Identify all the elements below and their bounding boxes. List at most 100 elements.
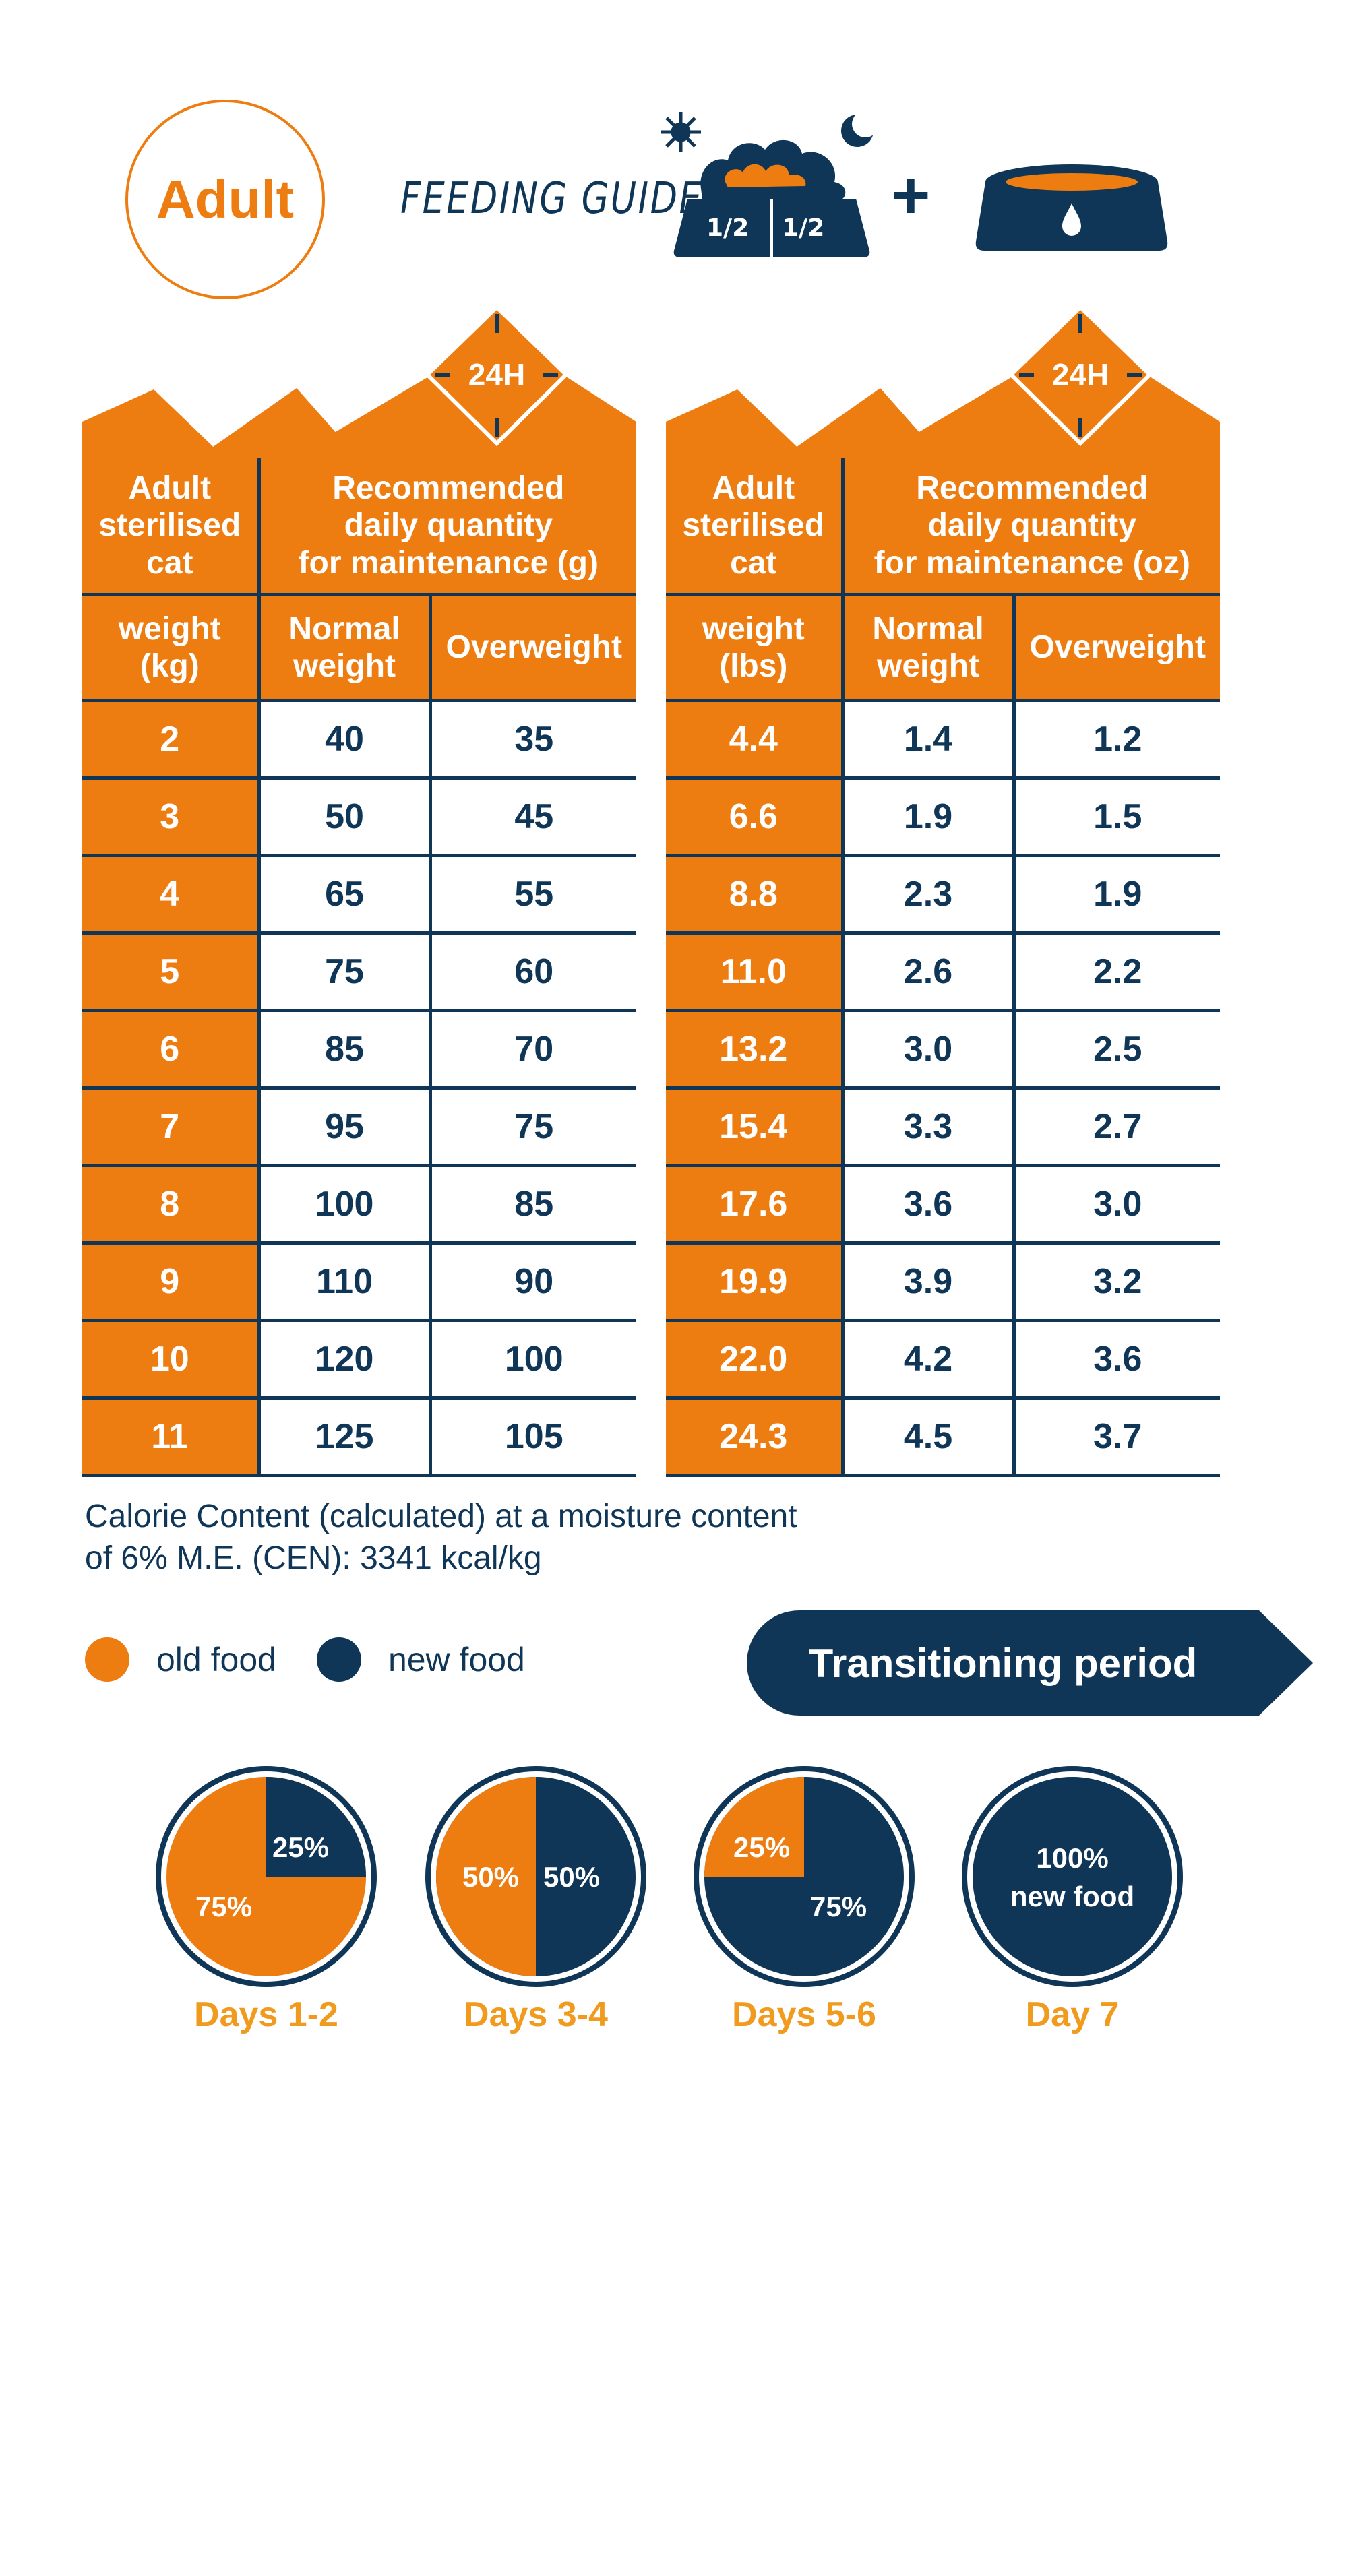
table-row: 6 85 70	[82, 1010, 637, 1090]
old-food-percent: 50%	[462, 1861, 520, 1893]
old-food-slice	[704, 1777, 804, 1877]
subheader-overweight: Overweight	[1012, 594, 1221, 702]
overweight-cell: 85	[428, 1165, 637, 1245]
normal-weight-cell: 95	[257, 1088, 430, 1167]
weight-cell: 3	[82, 778, 259, 857]
transition-pie	[156, 1766, 377, 1987]
old-food-dot	[85, 1637, 129, 1682]
subheader-overweight: Overweight	[428, 594, 637, 702]
transition-banner	[747, 1610, 1313, 1716]
overweight-cell: 3.6	[1012, 1320, 1221, 1400]
overweight-cell: 60	[428, 933, 637, 1012]
overweight-cell: 3.7	[1012, 1397, 1221, 1477]
weight-cell: 4	[82, 855, 259, 935]
new-food-slice	[973, 1777, 1172, 1976]
header-quantity-label: Recommended daily quantity for maintenan…	[257, 458, 637, 596]
table-row: 8.8 2.3 1.9	[666, 855, 1221, 935]
normal-weight-cell: 1.4	[840, 700, 1014, 780]
weight-cell: 10	[82, 1320, 259, 1400]
overweight-cell: 90	[428, 1243, 637, 1322]
subheader-weight: weight (kg)	[82, 594, 259, 702]
new-food-percent: 75%	[810, 1891, 867, 1922]
normal-weight-cell: 3.6	[840, 1165, 1014, 1245]
legend-old-food: old food	[156, 1641, 276, 1678]
table-row: 2 40 35	[82, 700, 637, 780]
transition-pie	[425, 1766, 646, 1987]
table-row: 9 110 90	[82, 1243, 637, 1322]
weight-cell: 4.4	[666, 700, 842, 780]
weight-cell: 11.0	[666, 933, 842, 1012]
transition-day-label: Days 3-4	[464, 1995, 608, 2034]
normal-weight-cell: 120	[257, 1320, 430, 1400]
svg-text:1/2: 1/2	[782, 214, 824, 242]
subheader-normal-weight: Normal weight	[840, 594, 1014, 702]
weight-cell: 13.2	[666, 1010, 842, 1090]
overweight-cell: 1.9	[1012, 855, 1221, 935]
transition-day-label: Days 1-2	[194, 1995, 338, 2034]
metric-feeding-table: 24H Adult sterilised cat Recommended dai…	[82, 307, 637, 1477]
table-roof: 24H	[82, 307, 636, 458]
normal-weight-cell: 2.6	[840, 933, 1014, 1012]
normal-weight-cell: 4.2	[840, 1320, 1014, 1400]
table-row: 10 120 100	[82, 1320, 637, 1400]
weight-cell: 24.3	[666, 1397, 842, 1477]
moon-icon	[841, 111, 879, 147]
table-row: 17.6 3.6 3.0	[666, 1165, 1221, 1245]
transition-title: Transitioning period	[808, 1640, 1198, 1686]
legend-new-food: new food	[388, 1641, 525, 1678]
legend: old food new food	[85, 1637, 565, 1682]
weight-cell: 6	[82, 1010, 259, 1090]
normal-weight-cell: 75	[257, 933, 430, 1012]
overweight-cell: 3.2	[1012, 1243, 1221, 1322]
table-row: 7 95 75	[82, 1088, 637, 1167]
table-row: 11 125 105	[82, 1397, 637, 1477]
table-row: 19.9 3.9 3.2	[666, 1243, 1221, 1322]
new-food-percent: 25%	[272, 1831, 330, 1863]
weight-cell: 8.8	[666, 855, 842, 935]
normal-weight-cell: 125	[257, 1397, 430, 1477]
overweight-cell: 1.5	[1012, 778, 1221, 857]
table-row: 24.3 4.5 3.7	[666, 1397, 1221, 1477]
header-weight-label: Adult sterilised cat	[666, 458, 842, 596]
normal-weight-cell: 65	[257, 855, 430, 935]
weight-cell: 2	[82, 700, 259, 780]
new-food-slice	[266, 1777, 366, 1877]
overweight-cell: 2.5	[1012, 1010, 1221, 1090]
normal-weight-cell: 1.9	[840, 778, 1014, 857]
plus-sign: +	[891, 158, 931, 233]
weight-cell: 22.0	[666, 1320, 842, 1400]
old-food-slice	[436, 1777, 536, 1976]
normal-weight-cell: 3.9	[840, 1243, 1014, 1322]
weight-cell: 15.4	[666, 1088, 842, 1167]
full-new-food-label: 100% new food	[1010, 1842, 1135, 1912]
new-food-dot	[316, 1637, 361, 1682]
overweight-cell: 70	[428, 1010, 637, 1090]
normal-weight-cell: 3.3	[840, 1088, 1014, 1167]
weight-cell: 19.9	[666, 1243, 842, 1322]
water-bowl-icon	[975, 164, 1168, 251]
normal-weight-cell: 85	[257, 1010, 430, 1090]
new-food-percent: 50%	[543, 1861, 601, 1893]
normal-weight-cell: 110	[257, 1243, 430, 1322]
transition-pie	[962, 1766, 1183, 1987]
weight-cell: 17.6	[666, 1165, 842, 1245]
subheader-normal-weight: Normal weight	[257, 594, 430, 702]
feeding-guide-title: FEEDING GUIDE	[400, 174, 704, 224]
weight-cell: 8	[82, 1165, 259, 1245]
table-roof: 24H	[666, 307, 1220, 458]
table-row: 3 50 45	[82, 778, 637, 857]
calorie-note: Calorie Content (calculated) at a moistu…	[85, 1499, 797, 1577]
overweight-cell: 105	[428, 1397, 637, 1477]
svg-text:1/2: 1/2	[706, 214, 749, 242]
old-food-percent: 75%	[195, 1891, 253, 1922]
table-row: 11.0 2.6 2.2	[666, 933, 1221, 1012]
normal-weight-cell: 4.5	[840, 1397, 1014, 1477]
imperial-feeding-table: 24H Adult sterilised cat Recommended dai…	[666, 307, 1221, 1477]
food-bowl-half-half-icon: 1/2 1/2	[661, 111, 879, 257]
table-row: 4 65 55	[82, 855, 637, 935]
transition-day-label: Days 5-6	[732, 1995, 876, 2034]
24h-badge: 24H	[1008, 307, 1153, 447]
weight-cell: 6.6	[666, 778, 842, 857]
overweight-cell: 75	[428, 1088, 637, 1167]
overweight-cell: 2.7	[1012, 1088, 1221, 1167]
